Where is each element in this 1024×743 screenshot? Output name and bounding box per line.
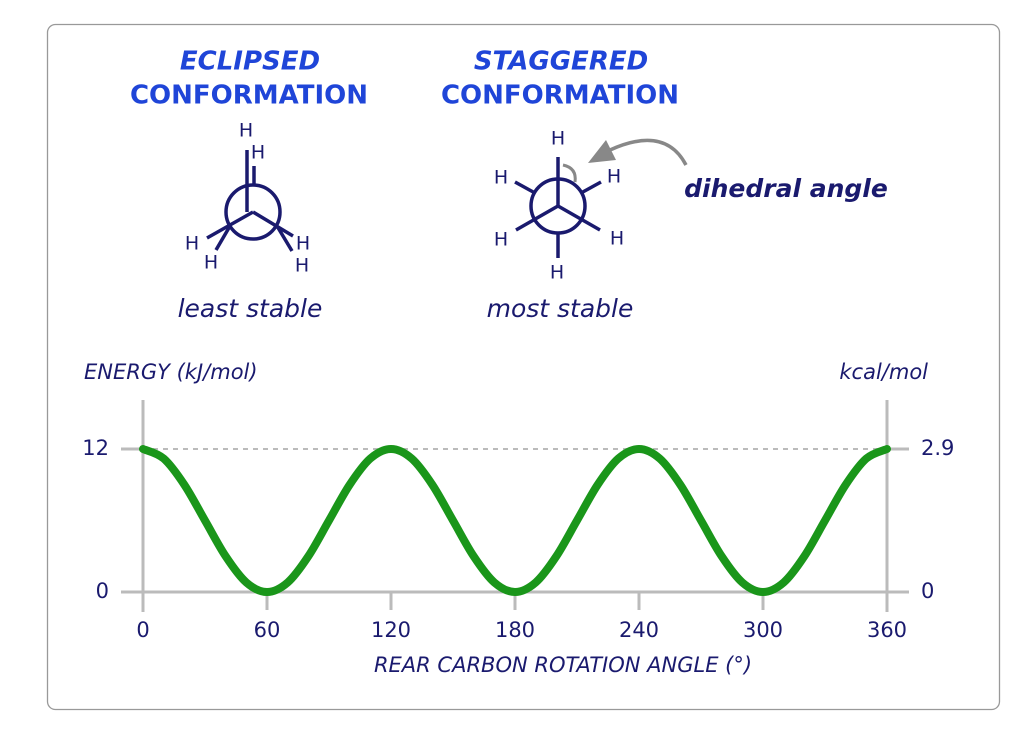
y-tick-label: 0 [96,579,109,603]
eclipsed-newman [206,150,294,252]
y2-tick-label: 0 [921,579,934,603]
atom-label: H [494,167,508,189]
arrow-head [588,140,616,163]
card [46,23,1001,711]
staggered-caption: most stable [487,294,634,323]
atom-label: H [204,252,218,274]
x-tick-label: 240 [619,618,659,642]
atom-label: H [494,229,508,251]
x-tick-label: 360 [867,618,907,642]
eclipsed-caption: least stable [178,294,323,323]
x-axis-label: REAR CARBON ROTATION ANGLE (°) [374,653,752,677]
dihedral-arrow [609,138,688,166]
y2-tick-label: 2.9 [921,436,954,460]
atom-label: H [607,166,621,188]
eclipsed-title: ECLIPSED [180,47,320,77]
atom-label: H [185,233,199,255]
x-tick-label: 120 [371,618,411,642]
staggered-title: CONFORMATION [441,81,679,111]
x-tick-label: 60 [254,618,281,642]
staggered-title: STAGGERED [474,47,648,77]
eclipsed-title: CONFORMATION [130,81,368,111]
atom-label: H [550,262,564,284]
dihedral-arc [562,163,577,183]
x-tick-label: 180 [495,618,535,642]
energy-curve [139,444,891,597]
atom-label: H [251,142,265,164]
staggered-newman [514,157,602,258]
x-tick-label: 0 [136,618,149,642]
dihedral-label: dihedral angle [684,174,888,203]
atom-label: H [239,120,253,142]
y-axis-label: ENERGY (kJ/mol) [84,360,258,384]
y-tick-label: 12 [82,436,109,460]
atom-label: H [610,228,624,250]
x-tick-label: 300 [743,618,783,642]
y2-axis-label: kcal/mol [839,360,928,384]
atom-label: H [551,128,565,150]
atom-label: H [296,233,310,255]
atom-label: H [295,255,309,277]
